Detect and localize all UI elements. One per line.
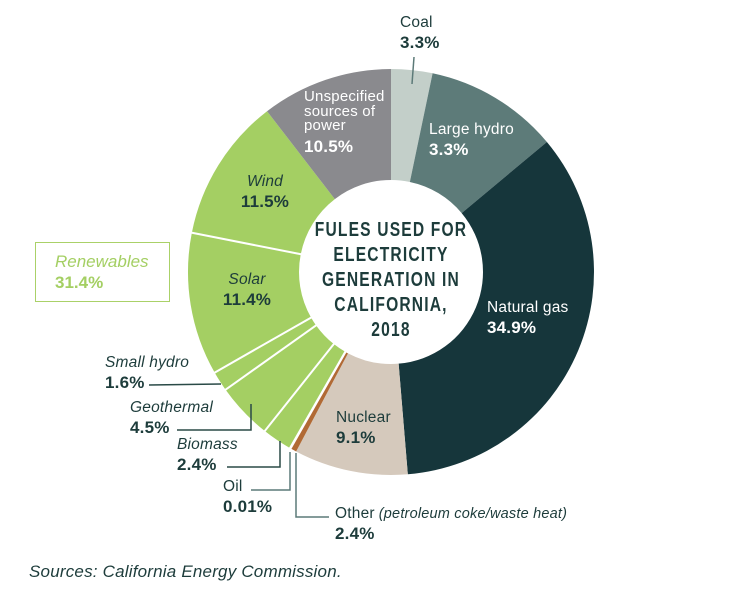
segment-unspecified — [267, 68, 391, 200]
segment-label-unspecified: Unspecified sources of power 10.5% — [304, 88, 385, 156]
segment-geothermal — [225, 325, 334, 432]
leader-lines — [148, 56, 415, 518]
segment-pct: 4.5% — [130, 418, 170, 438]
donut-segments — [188, 68, 594, 475]
segment-label-small-hydro: Small hydro 1.6% — [105, 354, 189, 392]
chart-title-line: ELECTRICITY — [333, 244, 449, 266]
chart-title: FULES USED FOR ELECTRICITY GENERATION IN… — [305, 218, 477, 343]
leader-line-other — [295, 453, 329, 518]
segment-pct: 3.3% — [429, 140, 469, 160]
chart-title-line: CALIFORNIA, — [334, 294, 448, 316]
leader-line-geothermal — [177, 404, 252, 431]
leader-line-small-hydro — [148, 383, 222, 386]
segment-name: Solar — [228, 271, 266, 288]
segment-label-coal: Coal 3.3% — [400, 14, 440, 52]
segment-pct: 11.5% — [240, 192, 290, 212]
segment-coal — [391, 69, 433, 182]
leader-line-biomass — [227, 441, 281, 468]
leader-line-coal — [411, 56, 415, 85]
segment-name: Geothermal — [130, 399, 213, 416]
segment-label-nuclear: Nuclear 9.1% — [336, 409, 391, 447]
renewables-label: Renewables — [55, 252, 149, 271]
segment-solar — [188, 232, 312, 373]
segment-name: Small hydro — [105, 354, 190, 371]
segment-label-large-hydro: Large hydro 3.3% — [429, 121, 514, 159]
leader-line-oil — [251, 452, 291, 491]
segment-pct: 0.01% — [223, 497, 273, 517]
segment-pct: 1.6% — [105, 373, 145, 393]
segment-nuclear — [296, 353, 408, 475]
segment-pct: 2.4% — [177, 455, 217, 475]
segment-pct: 2.4% — [335, 524, 375, 544]
segment-label-biomass: Biomass 2.4% — [177, 436, 238, 474]
segment-gap-line — [224, 323, 318, 391]
segment-name: sources of — [304, 102, 376, 120]
segment-gap-line — [263, 342, 336, 433]
segment-small-hydro — [214, 317, 317, 390]
segment-other — [290, 351, 348, 452]
segment-label-solar: Solar 11.4% — [210, 271, 284, 309]
segment-pct: 10.5% — [304, 136, 354, 156]
segment-name: power — [304, 117, 346, 134]
segment-name: Other — [335, 505, 375, 522]
chart-title-line: 2018 — [371, 319, 411, 341]
segment-label-natural-gas: Natural gas 34.9% — [487, 299, 568, 337]
segment-note: (petroleum coke/waste heat) — [378, 506, 568, 522]
chart-title-line: GENERATION IN — [321, 269, 460, 291]
segment-name: Nuclear — [336, 409, 391, 426]
segment-biomass — [264, 344, 346, 449]
segment-label-other: Other (petroleum coke/waste heat) 2.4% — [335, 505, 567, 543]
source-note: Sources: California Energy Commission. — [29, 562, 342, 581]
renewables-pct: 31.4% — [55, 273, 104, 292]
segment-gap-line — [213, 316, 313, 374]
segment-name: Natural gas — [487, 299, 569, 316]
segment-label-geothermal: Geothermal 4.5% — [130, 399, 213, 437]
segment-name: Oil — [223, 478, 243, 495]
segment-separators — [191, 231, 347, 450]
segment-pct: 3.3% — [400, 33, 440, 53]
segment-pct: 11.4% — [222, 290, 272, 310]
segment-gap-line — [191, 231, 302, 256]
segment-large-hydro — [409, 73, 547, 214]
segment-name: Unspecified — [304, 88, 385, 105]
chart-title-line: FULES USED FOR — [314, 219, 468, 241]
segment-name: Coal — [400, 14, 433, 31]
segment-label-wind: Wind 11.5% — [228, 173, 302, 211]
segment-natural-gas — [398, 141, 594, 475]
segment-wind — [191, 111, 335, 255]
segment-pct: 34.9% — [487, 318, 537, 338]
segment-name: Large hydro — [429, 121, 514, 138]
renewables-callout-box: Renewables 31.4% — [35, 242, 170, 302]
segment-pct: 9.1% — [336, 428, 376, 448]
segment-name: Wind — [247, 173, 283, 190]
segment-label-oil: Oil 0.01% — [223, 478, 272, 516]
segment-gap-line — [288, 350, 347, 450]
segment-name: Biomass — [177, 436, 238, 453]
